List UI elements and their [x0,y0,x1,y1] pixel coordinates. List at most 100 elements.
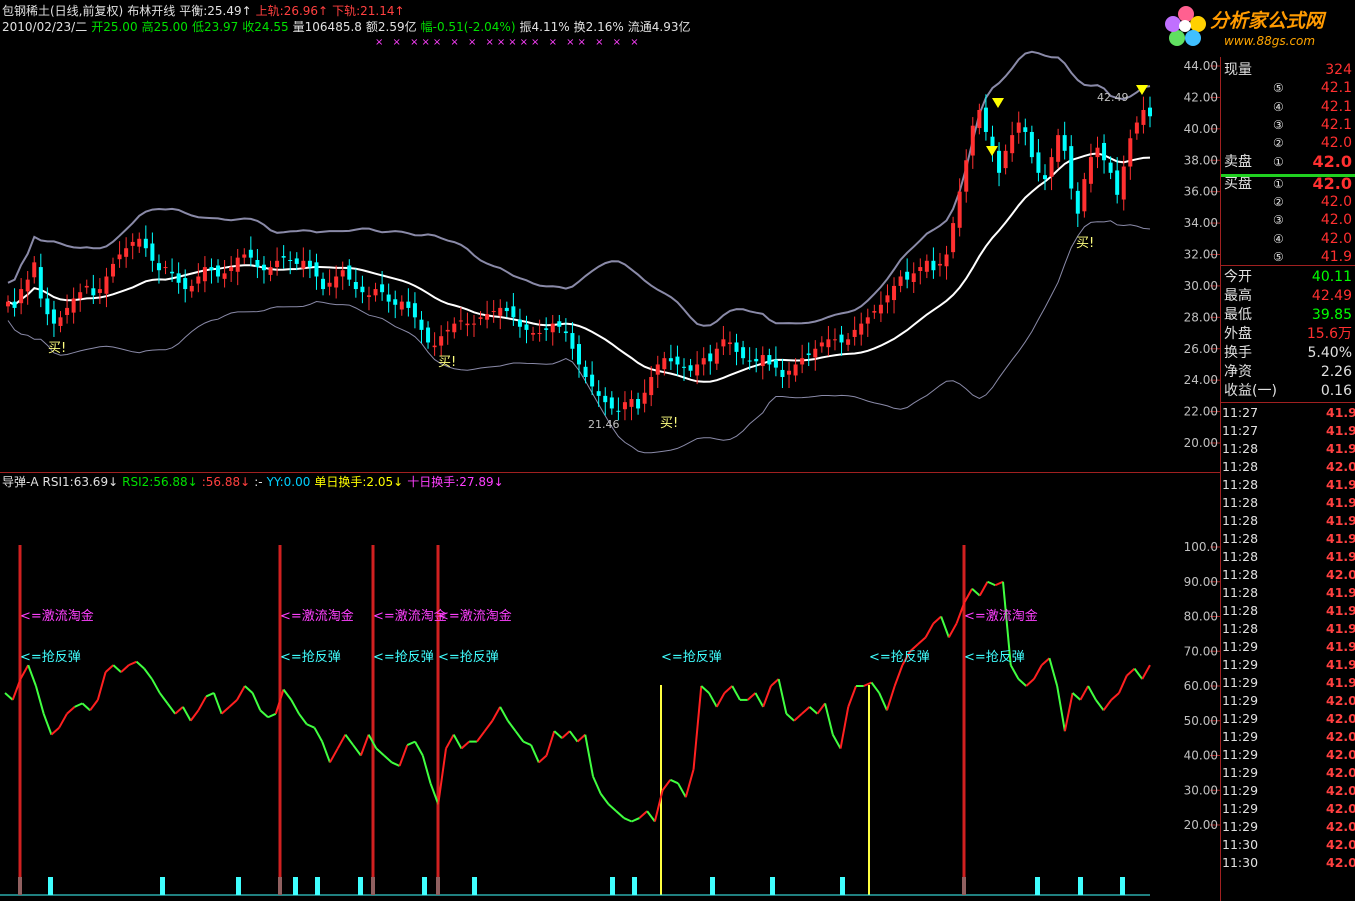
order-row-1: ⑤ 42.1 [1221,79,1355,97]
indicator-field-7: 十日换手:27.89↓ [407,475,504,489]
down-triangle-icon [986,146,998,156]
logo-title: 分析家公式网 [1210,10,1325,32]
candle-body [150,243,155,261]
candle-body [1042,175,1047,180]
rsi-line-segment [700,685,710,694]
tick-row: 11:29 42.0 [1222,693,1355,708]
stat-row-3-value: 15.6万 [1306,326,1352,342]
candle-body [675,356,680,365]
rsi-line-segment [96,671,107,701]
qiang-fan-dan-label: <=抢反弹 [869,649,930,665]
candle-body [399,301,404,310]
candle-body [12,301,17,308]
tick-price: 42.0 [1326,729,1355,744]
rsi-line-segment [793,713,803,722]
rsi-tick-label: 90.00 [1184,575,1218,589]
tick-row: 11:27 41.9 [1222,423,1355,438]
volume-signal-bar [358,877,363,895]
candle-body [1102,142,1107,161]
candle-body [58,317,63,326]
volume-signal-bar [770,877,775,895]
panel-divider[interactable] [1220,57,1221,901]
rsi-line-segment [11,678,22,701]
order-row-1-level: ⑤ [1273,81,1284,96]
rsi-line-segment [646,810,656,823]
tick-row: 11:28 42.0 [1222,459,1355,474]
rsi-line-segment [42,713,53,735]
rsi-line-segment [228,699,238,708]
rsi-line-segment [375,747,385,757]
candle-body [1056,135,1061,162]
header-field-0: 包钢稀土(日线,前复权) [2,4,124,18]
tick-price: 42.0 [1326,855,1355,870]
tick-row: 11:30 42.0 [1222,837,1355,852]
order-row-5-value: 42.0 [1312,151,1352,171]
rsi-line-segment [607,803,617,812]
stat-row-4: 换手 5.40% [1221,344,1355,362]
rsi-line-segment [932,615,942,625]
candle-body [163,267,168,269]
candle-body [6,301,10,307]
order-row-8-level: ③ [1273,213,1284,228]
tick-price: 42.0 [1326,693,1355,708]
rsi-line-segment [669,778,679,785]
price-tick-label: 40.00 [1184,122,1218,136]
tick-time: 11:28 [1222,513,1259,528]
candle-body [19,289,24,304]
section-divider [1221,265,1355,266]
rsi-line-segment [839,706,850,749]
rsi-line-segment [754,692,765,708]
volume-signal-bar [632,877,637,895]
rsi-line-segment [4,692,14,701]
signal-marker-row: × × ××× × × ××××× × ×× × × × [375,37,642,48]
tick-row: 11:29 42.0 [1222,819,1355,834]
rsi-line-segment [135,660,145,670]
rsi-line-segment [421,755,432,784]
order-row-7: ② 42.0 [1221,193,1355,211]
volume-signal-bar [1078,877,1083,895]
order-row-3: ③ 42.1 [1221,116,1355,134]
candle-body [747,360,752,362]
candle-body [248,249,253,258]
order-row-10-level: ⑤ [1273,250,1284,264]
rsi-line-segment [321,741,331,763]
stat-row-3-label: 外盘 [1224,326,1252,342]
tick-time: 11:29 [1222,657,1259,672]
candle-body [1121,166,1126,200]
order-row-5-level: ① [1273,154,1284,169]
candle-body [261,264,266,271]
volume-signal-bar [610,877,615,895]
candle-body [885,295,890,303]
candle-body [111,263,116,277]
candle-body [550,323,555,333]
order-row-10: ⑤ 41.9 [1221,248,1355,266]
rsi-line-segment [715,692,726,708]
rsi-line-segment [1063,692,1074,732]
order-row-1-value: 42.1 [1320,80,1352,97]
candle-body [957,191,962,228]
header-field-1: 布林开线 [127,4,176,18]
rsi-line-segment [762,685,772,708]
order-row-3-value: 42.1 [1320,116,1352,133]
qiang-fan-dan-label: <=抢反弹 [20,649,81,665]
rsi-line-segment [808,706,818,715]
tick-row: 11:28 41.9 [1222,585,1355,600]
rsi-line-segment [406,740,416,746]
tick-time: 11:28 [1222,459,1259,474]
price-chart[interactable]: 44.00 42.00 40.00 38.00 36.00 34.00 32.00 30.00… [0,0,1220,901]
tick-row: 11:29 42.0 [1222,711,1355,726]
price-tick-label: 22.00 [1184,405,1218,419]
tick-price: 41.9 [1326,531,1355,546]
quote-field-0: 2010/02/23/二 [2,20,88,34]
candle-body [301,260,306,269]
order-row-2-value: 42.1 [1320,98,1352,115]
candle-body [216,265,221,277]
tick-row: 11:28 41.9 [1222,477,1355,492]
candle-body [662,358,667,370]
candle-body [944,254,949,267]
rsi-tick-label: 20.00 [1184,818,1218,832]
pane-divider[interactable] [0,472,1220,473]
rsi-line-segment [584,734,594,777]
rsi-line-segment [414,741,424,756]
rsi-line-segment [901,650,912,666]
